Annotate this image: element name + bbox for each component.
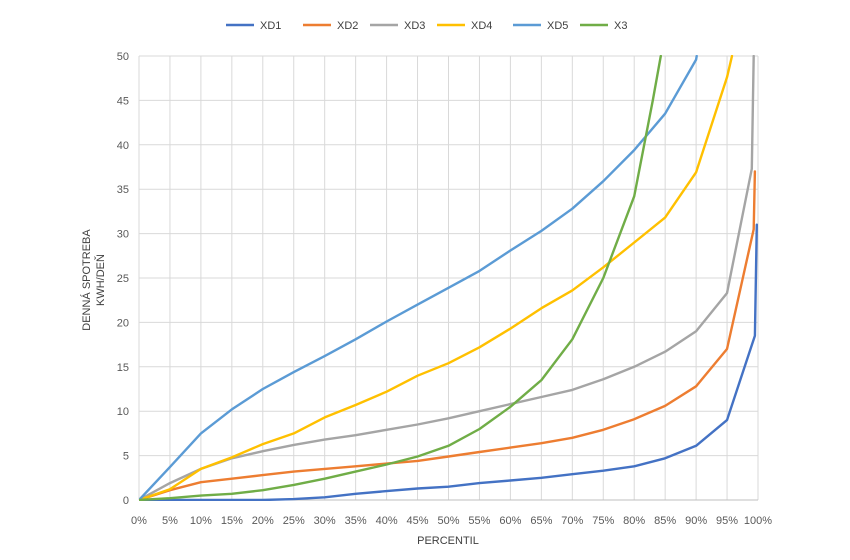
x-tick-label: 85%	[654, 515, 676, 527]
series-line-xd5	[139, 55, 698, 501]
x-tick-label: 100%	[744, 515, 772, 527]
series-line-xd4	[139, 55, 734, 501]
y-tick-label: 50	[117, 51, 129, 63]
x-tick-label: 50%	[437, 515, 459, 527]
x-tick-label: 75%	[592, 515, 614, 527]
y-tick-label: 30	[117, 229, 129, 241]
x-tick-label: 60%	[499, 515, 521, 527]
series-line-xd2	[139, 170, 757, 501]
series-line-x3	[139, 55, 662, 501]
x-tick-label: 5%	[162, 515, 178, 527]
x-tick-label: 15%	[221, 515, 243, 527]
x-tick-label: 40%	[376, 515, 398, 527]
grid	[138, 55, 759, 501]
legend-label-xd2: XD2	[337, 20, 358, 32]
y-tick-label: 10	[117, 406, 129, 418]
x-tick-label: 35%	[345, 515, 367, 527]
y-axis-title-line1: DENNÁ SPOTREBA	[80, 229, 93, 331]
x-tick-label: 45%	[407, 515, 429, 527]
y-tick-label: 5	[123, 451, 129, 463]
y-tick-label: 40	[117, 140, 129, 152]
legend-label-xd4: XD4	[471, 20, 492, 32]
legend-label-xd5: XD5	[547, 20, 568, 32]
x-tick-label: 80%	[623, 515, 645, 527]
x-tick-label: 95%	[716, 515, 738, 527]
legend-label-x3: X3	[614, 20, 627, 32]
x-tick-label: 70%	[561, 515, 583, 527]
x-tick-label: 10%	[190, 515, 212, 527]
series-line-xd3	[139, 55, 755, 501]
x-tick-label: 20%	[252, 515, 274, 527]
y-tick-label: 25	[117, 273, 129, 285]
legend: XD1 XD2 XD3 XD4 XD5 X3	[226, 20, 627, 32]
series-lines	[139, 55, 758, 501]
y-tick-label: 45	[117, 95, 129, 107]
legend-label-xd1: XD1	[260, 20, 281, 32]
x-tick-label: 65%	[530, 515, 552, 527]
y-tick-label: 0	[123, 495, 129, 507]
legend-label-xd3: XD3	[404, 20, 425, 32]
series-line-xd1	[139, 223, 758, 501]
x-tick-label: 90%	[685, 515, 707, 527]
x-axis-tick-labels: 0% 5% 10% 15% 20% 25% 30% 35% 40% 45% 50% 55% 60% 65%…	[131, 515, 772, 527]
x-axis-title: PERCENTIL	[417, 535, 479, 547]
x-tick-label: 0%	[131, 515, 147, 527]
y-tick-label: 15	[117, 362, 129, 374]
x-tick-label: 25%	[283, 515, 305, 527]
y-axis-title-line2: KWH/DEŇ	[94, 254, 107, 306]
y-tick-label: 35	[117, 184, 129, 196]
y-tick-label: 20	[117, 317, 129, 329]
x-tick-label: 55%	[468, 515, 490, 527]
y-axis-tick-labels: 0 5 10 15 20 25 30 35 40 45 50	[117, 51, 129, 507]
x-tick-label: 30%	[314, 515, 336, 527]
